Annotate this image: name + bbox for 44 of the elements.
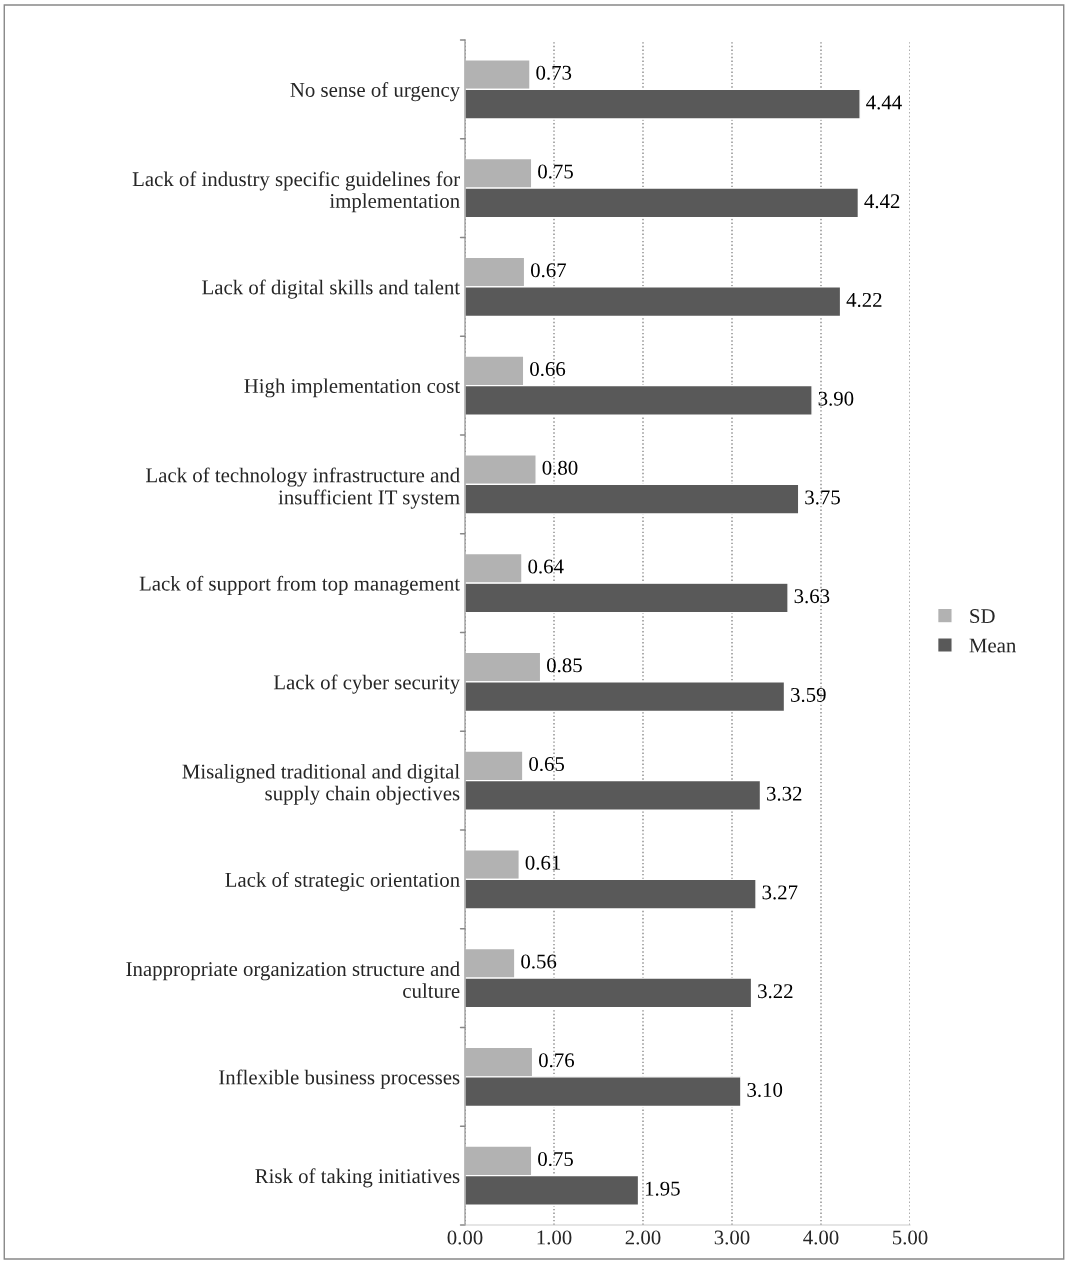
y-tick-label: Inflexible business processes — [219, 1069, 460, 1089]
x-tick-label: 5.00 — [892, 1230, 928, 1245]
y-tick-label: No sense of urgency — [290, 82, 461, 102]
y-tick-label: Risk of taking initiatives — [255, 1168, 460, 1188]
data-label: 3.75 — [805, 490, 840, 505]
data-label: 0.61 — [525, 855, 561, 870]
x-tick-label: 4.00 — [803, 1230, 839, 1245]
x-tick-label: 0.00 — [447, 1230, 483, 1245]
y-tick-label: Misaligned traditional and digital supply chain objectives — [182, 763, 460, 805]
data-label: 0.56 — [521, 954, 557, 969]
data-label: 0.66 — [530, 361, 566, 377]
y-tick-label: Lack of cyber security — [273, 674, 461, 694]
y-tick-label: Inappropriate organization structure and culture — [126, 961, 460, 998]
y-tick-label: Lack of support from top management — [139, 575, 461, 595]
data-label: 0.73 — [536, 65, 572, 80]
data-label: 0.75 — [538, 1151, 573, 1167]
data-label: 0.64 — [528, 559, 564, 574]
data-label: 1.95 — [645, 1181, 680, 1196]
x-tick-label: 1.00 — [537, 1230, 572, 1245]
x-tick-label: 3.00 — [714, 1230, 750, 1245]
y-tick-label: Lack of industry specific guidelines for implementation — [132, 171, 460, 213]
legend-label: Mean — [969, 638, 1017, 653]
x-tick-label: 2.00 — [625, 1230, 661, 1245]
data-label: 3.32 — [767, 786, 802, 801]
data-label: 4.22 — [846, 292, 882, 307]
data-label: 3.27 — [762, 885, 798, 900]
data-label: 4.42 — [864, 194, 900, 209]
data-label: 0.65 — [529, 756, 565, 772]
data-label: 0.85 — [547, 658, 582, 673]
data-label: 3.22 — [758, 984, 793, 999]
y-tick-label: Lack of digital skills and talent — [202, 279, 461, 299]
data-label: 0.67 — [530, 263, 567, 278]
data-label: 3.10 — [747, 1082, 783, 1097]
data-label: 0.76 — [538, 1053, 575, 1068]
data-label: 3.59 — [791, 687, 826, 702]
y-tick-label: High implementation cost — [244, 378, 461, 398]
data-label: 0.80 — [542, 460, 578, 475]
legend-label: SD — [970, 609, 995, 624]
data-label: 4.44 — [866, 95, 902, 110]
data-label: 3.90 — [818, 391, 854, 406]
y-tick-label: Lack of strategic orientation — [225, 872, 460, 892]
data-label: 0.75 — [538, 164, 573, 179]
y-tick-label: Lack of technology infrastructure and insufficient IT system — [146, 467, 460, 509]
data-label: 3.63 — [794, 589, 830, 604]
